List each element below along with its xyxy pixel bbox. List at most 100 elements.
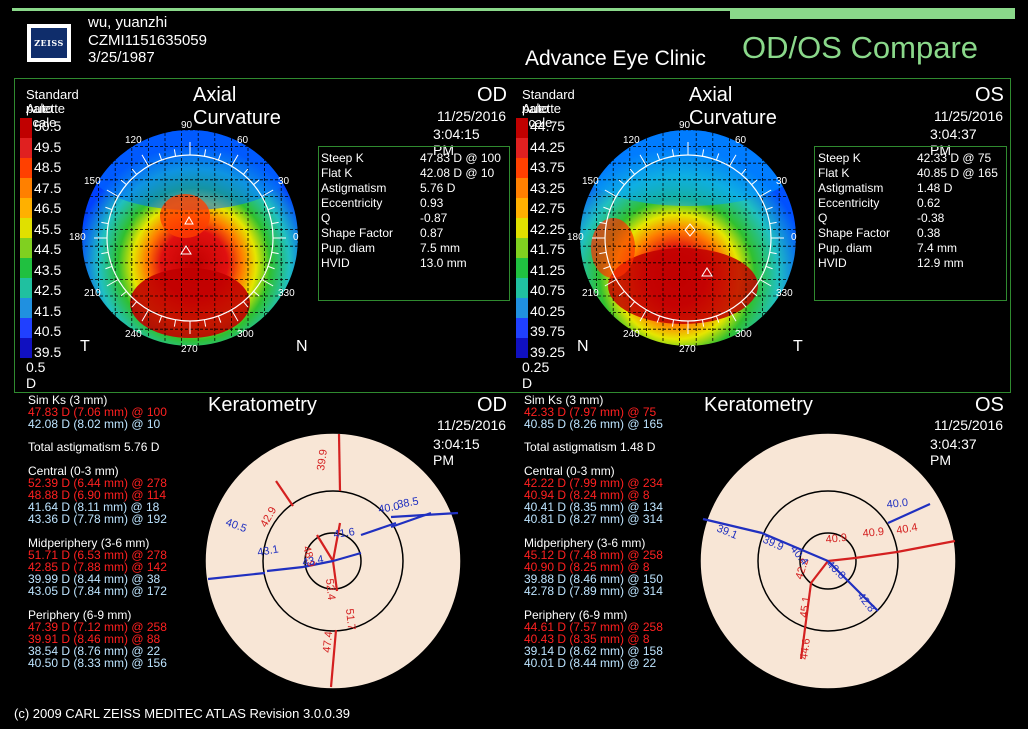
angle-label: 240: [125, 328, 142, 340]
scale-swatch: [20, 138, 32, 158]
od-kera-date: 11/25/2016: [437, 417, 507, 433]
scale-label: 39.25: [530, 343, 566, 360]
kera-line: 51.71 D (6.53 mm) @ 278: [28, 548, 167, 562]
kera-line: 42.33 D (7.97 mm) @ 75: [524, 405, 657, 419]
stat-value: 42.08 D @ 10: [420, 166, 495, 180]
stat-value: 1.48 D: [917, 181, 953, 195]
stat-label: Flat K: [321, 166, 353, 180]
angle-label: 180: [69, 232, 86, 243]
stat-label: Shape Factor: [321, 226, 394, 240]
od-scale-step: 0.5 D: [26, 359, 46, 391]
scale-label: 42.5: [34, 282, 62, 298]
scale-label: 41.75: [530, 241, 566, 257]
diagram-blue-value: 41.6: [333, 526, 356, 541]
kera-line: 42.22 D (7.99 mm) @ 234: [524, 476, 663, 490]
diagram-blue-value: 38.5: [396, 495, 419, 511]
scale-swatch: [516, 338, 528, 358]
stat-label: Astigmatism: [818, 181, 884, 195]
stat-value: 0.93: [420, 196, 444, 210]
scale-label: 39.5: [34, 343, 62, 360]
diagram-red-value: 39.9: [315, 449, 330, 472]
kera-line: 40.81 D (8.27 mm) @ 314: [524, 512, 663, 526]
scale-swatch: [20, 158, 32, 178]
diagram-red-value: 40.4: [895, 521, 918, 537]
scale-swatch: [516, 238, 528, 258]
scale-swatch: [20, 178, 32, 198]
os-scale-mode: Auto scale: [522, 101, 553, 130]
os-curvature-map: [580, 130, 796, 346]
kera-line: Total astigmatism 1.48 D: [524, 440, 656, 454]
kera-line: 43.36 D (7.78 mm) @ 192: [28, 512, 167, 526]
stat-value: 13.0 mm: [420, 256, 467, 270]
stat-value: 40.85 D @ 165: [917, 166, 998, 180]
os-kera-date: 11/25/2016: [934, 417, 1004, 433]
angle-label: 240: [623, 328, 640, 340]
scale-swatch: [20, 118, 32, 138]
kera-line: Periphery (6-9 mm): [28, 608, 132, 622]
angle-label: 300: [237, 328, 254, 340]
header-accent-bar: [730, 11, 1015, 19]
angle-label: 180: [567, 232, 584, 243]
os-kera-title: Keratometry: [704, 394, 813, 416]
scale-label: 42.25: [530, 220, 566, 237]
stat-value: 5.76 D: [420, 181, 456, 195]
od-palette-label: Standard palette: [26, 87, 79, 116]
kera-line: 39.91 D (8.46 mm) @ 88: [28, 632, 161, 646]
scale-swatch: [516, 318, 528, 338]
angle-label: 0: [791, 232, 797, 243]
kera-line: Central (0-3 mm): [28, 464, 119, 478]
kera-line: Midperiphery (3-6 mm): [524, 536, 646, 550]
page-title: OD/OS Compare: [742, 30, 979, 65]
scale-label: 43.75: [530, 159, 566, 175]
diagram-blue-value: 43.1: [256, 543, 279, 559]
diagram-red-value: 52.4: [323, 578, 337, 601]
scale-swatch: [20, 298, 32, 318]
scale-label: 44.75: [530, 118, 566, 134]
kera-line: Central (0-3 mm): [524, 464, 615, 478]
stat-label: Eccentricity: [321, 196, 383, 210]
scale-label: 43.5: [34, 261, 62, 278]
angle-label: 120: [623, 135, 640, 146]
header-rule: [12, 8, 1015, 11]
od-color-scale: [20, 118, 32, 358]
kera-line: 43.05 D (7.84 mm) @ 172: [28, 584, 167, 598]
stat-value: -0.87: [420, 211, 448, 225]
kera-line: 39.88 D (8.46 mm) @ 150: [524, 572, 663, 586]
diagram-red-value: 47.4: [321, 631, 335, 654]
od-right-label: N: [296, 338, 308, 355]
stat-label: HVID: [321, 256, 350, 270]
scale-swatch: [516, 218, 528, 238]
od-kera-diagram: 39.942.948.952.451.747.440.543.143.441.6…: [204, 432, 462, 690]
stat-label: Shape Factor: [818, 226, 891, 240]
zeiss-logo: ZEISS: [27, 24, 71, 62]
scale-label: 41.5: [34, 302, 62, 319]
angle-label: 30: [277, 176, 290, 187]
scale-label: 43.25: [530, 179, 566, 196]
od-map-title: Axial Curvature: [193, 84, 281, 129]
os-kera-eye: OS: [975, 394, 1004, 416]
scale-label: 40.25: [530, 302, 566, 319]
scale-label: 50.5: [34, 118, 62, 134]
scale-label: 45.5: [34, 220, 62, 237]
kera-line: Sim Ks (3 mm): [524, 393, 604, 407]
os-scale-step: 0.25 D: [522, 359, 550, 391]
scale-swatch: [20, 198, 32, 218]
angle-label: 210: [84, 288, 101, 299]
kera-line: 42.08 D (8.02 mm) @ 10: [28, 417, 161, 431]
scale-swatch: [516, 118, 528, 138]
diagram-blue-value: 43.4: [301, 553, 324, 569]
od-eye-label: OD: [477, 84, 507, 106]
od-kera-time: 3:04:15 PM: [433, 436, 480, 468]
footer-copyright: (c) 2009 CARL ZEISS MEDITEC ATLAS Revisi…: [14, 706, 350, 721]
kera-line: 44.61 D (7.57 mm) @ 258: [524, 620, 663, 634]
angle-label: 60: [237, 135, 249, 146]
scale-swatch: [516, 138, 528, 158]
scale-label: 48.5: [34, 159, 62, 175]
kera-line: 40.01 D (8.44 mm) @ 22: [524, 656, 657, 670]
kera-line: 42.85 D (7.88 mm) @ 142: [28, 560, 167, 574]
od-scale-mode: Auto scale: [26, 101, 57, 130]
kera-line: Periphery (6-9 mm): [524, 608, 628, 622]
scale-label: 40.75: [530, 282, 566, 298]
os-map-date: 11/25/2016: [934, 108, 1004, 124]
kera-line: 39.14 D (8.62 mm) @ 158: [524, 644, 663, 658]
